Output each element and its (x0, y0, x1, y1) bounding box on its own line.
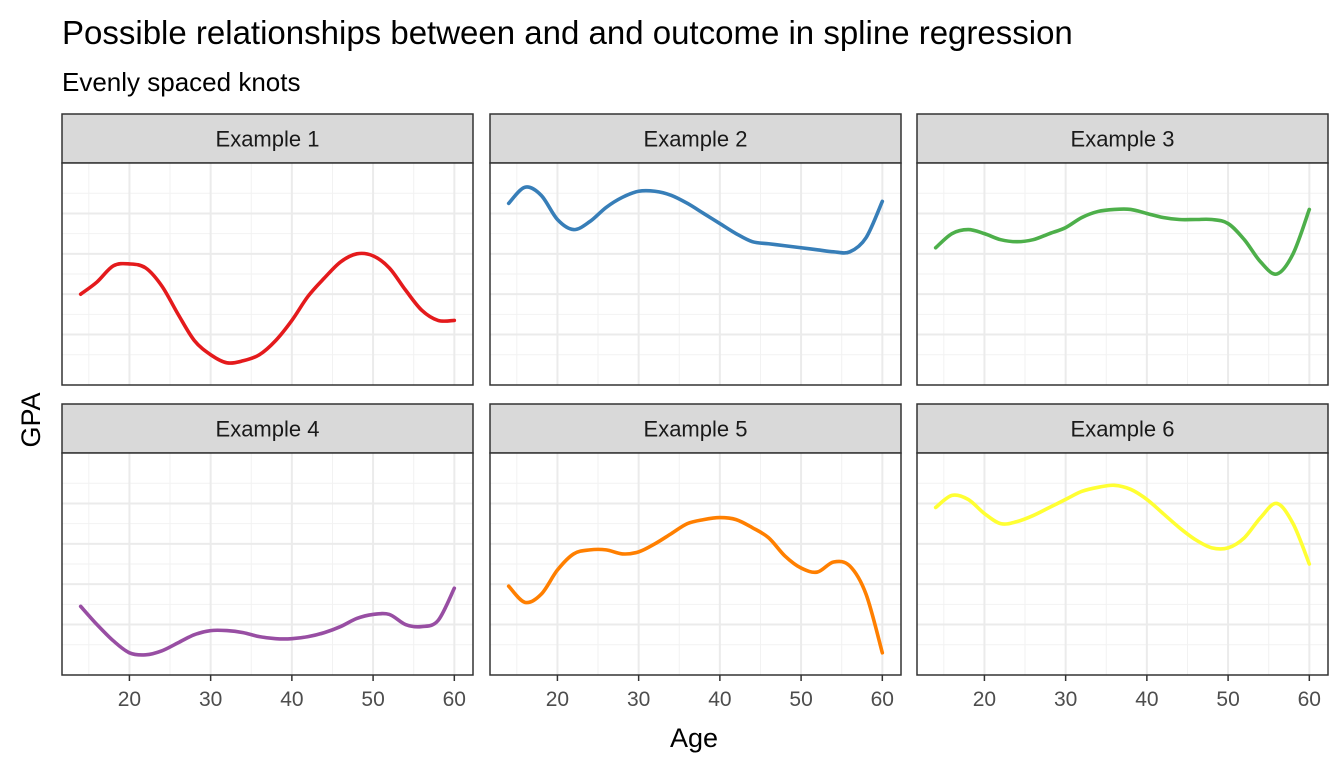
series-line (506, 515, 885, 655)
x-tick-label: 50 (361, 688, 384, 711)
y-axis-title: GPA (16, 392, 46, 447)
panel-border (61, 162, 474, 386)
x-tick-label: 60 (871, 688, 894, 711)
panel-border (489, 162, 902, 386)
x-tick-label: 30 (199, 688, 222, 711)
x-axis-title: Age (670, 723, 718, 753)
series-line (933, 483, 1312, 566)
series-line (78, 251, 457, 365)
x-tick-label: 20 (973, 688, 996, 711)
facet-panel: Example 1 (61, 113, 474, 386)
series-line (506, 185, 885, 255)
facet-panel: Example 2 (489, 113, 902, 386)
facet-strip-label: Example 4 (216, 417, 320, 442)
panel-border (489, 452, 902, 676)
facet-strip-label: Example 3 (1071, 127, 1175, 152)
x-tick-label: 40 (1135, 688, 1158, 711)
facet-strip-label: Example 6 (1071, 417, 1175, 442)
facet-strip (61, 403, 474, 454)
x-tick-label: 20 (118, 688, 141, 711)
x-tick-label: 60 (1298, 688, 1321, 711)
x-tick-label: 20 (546, 688, 569, 711)
facet-panel: Example 5 20 30 40 50 60 (489, 403, 902, 711)
facet-strip (489, 113, 902, 164)
x-tick-label: 60 (443, 688, 466, 711)
facet-strip-label: Example 1 (216, 127, 320, 152)
x-tick-label: 30 (1054, 688, 1077, 711)
x-tick-label: 30 (627, 688, 650, 711)
x-tick-label: 40 (708, 688, 731, 711)
chart-subtitle: Evenly spaced knots (62, 67, 300, 97)
x-tick-label: 50 (1216, 688, 1239, 711)
facet-strip (61, 113, 474, 164)
facet-panel: Example 4 20 30 40 50 60 (61, 403, 474, 711)
panel-border (916, 452, 1329, 676)
series-line (78, 586, 457, 657)
facet-strip (916, 403, 1329, 454)
series-line (933, 207, 1312, 276)
facet-panel: Example 6 20 30 40 50 60 (916, 403, 1329, 711)
facet-strip (916, 113, 1329, 164)
chart-title: Possible relationships between and and o… (62, 14, 1073, 51)
facet-panels: Example 1 Example 2 Example 3 Example 4 20 30… (61, 113, 1329, 711)
facet-strip-label: Example 2 (644, 127, 748, 152)
facet-strip-label: Example 5 (644, 417, 748, 442)
x-tick-label: 40 (280, 688, 303, 711)
facet-panel: Example 3 (916, 113, 1329, 386)
facet-strip (489, 403, 902, 454)
x-tick-label: 50 (789, 688, 812, 711)
panel-border (916, 162, 1329, 386)
panel-border (61, 452, 474, 676)
